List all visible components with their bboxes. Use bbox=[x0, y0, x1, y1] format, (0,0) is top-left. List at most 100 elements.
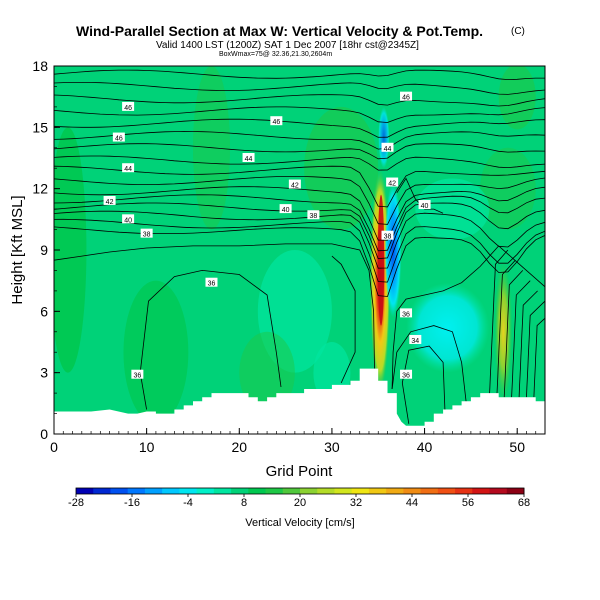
contour-label: 40 bbox=[418, 200, 431, 210]
y-tick-label: 15 bbox=[32, 119, 48, 135]
contour-label-text: 38 bbox=[384, 234, 392, 241]
x-tick-label: 30 bbox=[324, 439, 340, 455]
contour-label: 42 bbox=[103, 195, 116, 206]
x-axis-label: Grid Point bbox=[266, 463, 334, 480]
plot-area: 46 46 46 46 44 44 44 42 42 42 40 40 40 38 38 38 36 36 36 36… bbox=[54, 66, 545, 434]
theta-contour-eastern bbox=[511, 280, 531, 398]
contour-label: 34 bbox=[409, 334, 422, 345]
contour-label-box bbox=[409, 334, 422, 344]
theta-contours bbox=[54, 69, 545, 424]
contour-label-text: 38 bbox=[143, 232, 151, 239]
contour-label-box bbox=[140, 228, 153, 238]
theta-contour-36 bbox=[139, 269, 282, 410]
theta-contour bbox=[54, 143, 545, 160]
contour-label-box bbox=[112, 132, 125, 142]
contour-label: 44 bbox=[242, 153, 255, 163]
contour-label-text: 36 bbox=[133, 373, 141, 380]
contour-label-box bbox=[400, 308, 413, 318]
theta-contour bbox=[54, 194, 545, 252]
contour-label: 40 bbox=[279, 204, 292, 214]
contour-label: 42 bbox=[288, 179, 301, 190]
contour-label-text: 42 bbox=[291, 183, 299, 190]
colorbar-cell bbox=[162, 488, 180, 494]
contour-label: 36 bbox=[400, 308, 413, 318]
y-tick-label: 9 bbox=[40, 242, 48, 258]
contour-label-text: 44 bbox=[124, 166, 132, 173]
colorbar-cell bbox=[179, 488, 198, 494]
colorbar-cell bbox=[437, 488, 456, 494]
contour-label: 38 bbox=[381, 230, 394, 241]
colorbar-cell bbox=[351, 488, 370, 494]
colorbar-cell bbox=[265, 488, 284, 494]
theta-contour bbox=[54, 106, 545, 123]
contour-label-text: 44 bbox=[384, 146, 392, 153]
contour-label-box bbox=[279, 204, 292, 214]
updraft-secondary bbox=[494, 260, 513, 404]
y-axis-label: Height [Kft MSL] bbox=[9, 195, 26, 304]
colorbar-ticks: -28 -16 -4 8 20 32 44 56 68 bbox=[68, 494, 530, 509]
theta-contour-eastern bbox=[533, 317, 545, 398]
theta-contour-eastern bbox=[503, 270, 524, 398]
contour-label-text: 42 bbox=[388, 181, 396, 188]
colorbar-cell bbox=[334, 488, 353, 494]
colorbar-cell bbox=[76, 488, 94, 494]
velocity-patch bbox=[304, 106, 379, 230]
colorbar-cell bbox=[127, 488, 146, 494]
theta-contour bbox=[54, 69, 545, 81]
contour-label-box bbox=[400, 369, 413, 379]
colorbar-tick-label: 8 bbox=[241, 497, 247, 509]
colorbar-tick-label: 32 bbox=[350, 497, 362, 509]
theta-contour bbox=[54, 82, 545, 95]
contour-label-box bbox=[270, 116, 283, 126]
velocity-patch bbox=[123, 280, 189, 424]
colorbar-cell bbox=[144, 488, 163, 494]
colorbar-cell bbox=[386, 488, 404, 494]
contour-label-box bbox=[242, 153, 255, 162]
x-tick-label: 10 bbox=[139, 439, 155, 455]
theta-contour-eastern bbox=[526, 300, 545, 398]
contour-label-box bbox=[307, 210, 320, 220]
y-tick-label: 6 bbox=[40, 303, 48, 319]
contour-label: 36 bbox=[131, 369, 144, 380]
velocity-patch bbox=[498, 66, 536, 130]
contour-label-box bbox=[131, 369, 144, 379]
contour-label-box bbox=[400, 91, 413, 101]
chart-title: Wind-Parallel Section at Max W: Vertical… bbox=[76, 23, 483, 39]
contour-label: 46 bbox=[112, 132, 125, 143]
x-tick-label: 20 bbox=[231, 439, 247, 455]
chart-subtitle-2: BoxWmax=75@ 32.36,21.30,2604m bbox=[219, 51, 332, 58]
y-tick-label: 12 bbox=[32, 181, 48, 197]
contour-label-text: 46 bbox=[402, 95, 410, 102]
contour-label-text: 36 bbox=[402, 373, 410, 380]
colorbar-cell bbox=[213, 488, 232, 494]
colorbar-cell bbox=[231, 488, 249, 494]
contour-label: 42 bbox=[386, 177, 399, 188]
theta-contour-eastern bbox=[518, 290, 538, 398]
contour-label-box bbox=[381, 230, 394, 240]
theta-contour bbox=[54, 218, 545, 283]
colorbar-cell bbox=[368, 488, 387, 494]
theta-contour-38 bbox=[54, 243, 375, 369]
theta-contour bbox=[54, 176, 545, 225]
contour-label-text: 34 bbox=[411, 338, 419, 345]
contour-label-box bbox=[122, 214, 135, 224]
contour-label-text: 42 bbox=[106, 199, 114, 206]
colorbar-cell bbox=[455, 488, 473, 494]
contour-label-text: 46 bbox=[115, 136, 123, 143]
x-tick-label: 40 bbox=[417, 439, 433, 455]
colorbar-cell bbox=[93, 488, 111, 494]
theta-contour-34 bbox=[391, 325, 467, 404]
contour-label-box bbox=[122, 163, 135, 173]
contour-label: 38 bbox=[140, 228, 153, 239]
colorbar-cell bbox=[489, 488, 508, 494]
contour-label: 46 bbox=[270, 116, 283, 126]
y-tick-label: 18 bbox=[32, 58, 48, 74]
contour-label: 46 bbox=[122, 101, 135, 112]
x-tick-label: 0 bbox=[50, 439, 58, 455]
colorbar-tick-label: 68 bbox=[518, 497, 530, 509]
colorbar-tick-label: -16 bbox=[124, 497, 140, 509]
contour-label-text: 40 bbox=[282, 207, 290, 214]
colorbar-tick-label: 44 bbox=[406, 497, 418, 509]
theta-contour bbox=[54, 118, 545, 138]
